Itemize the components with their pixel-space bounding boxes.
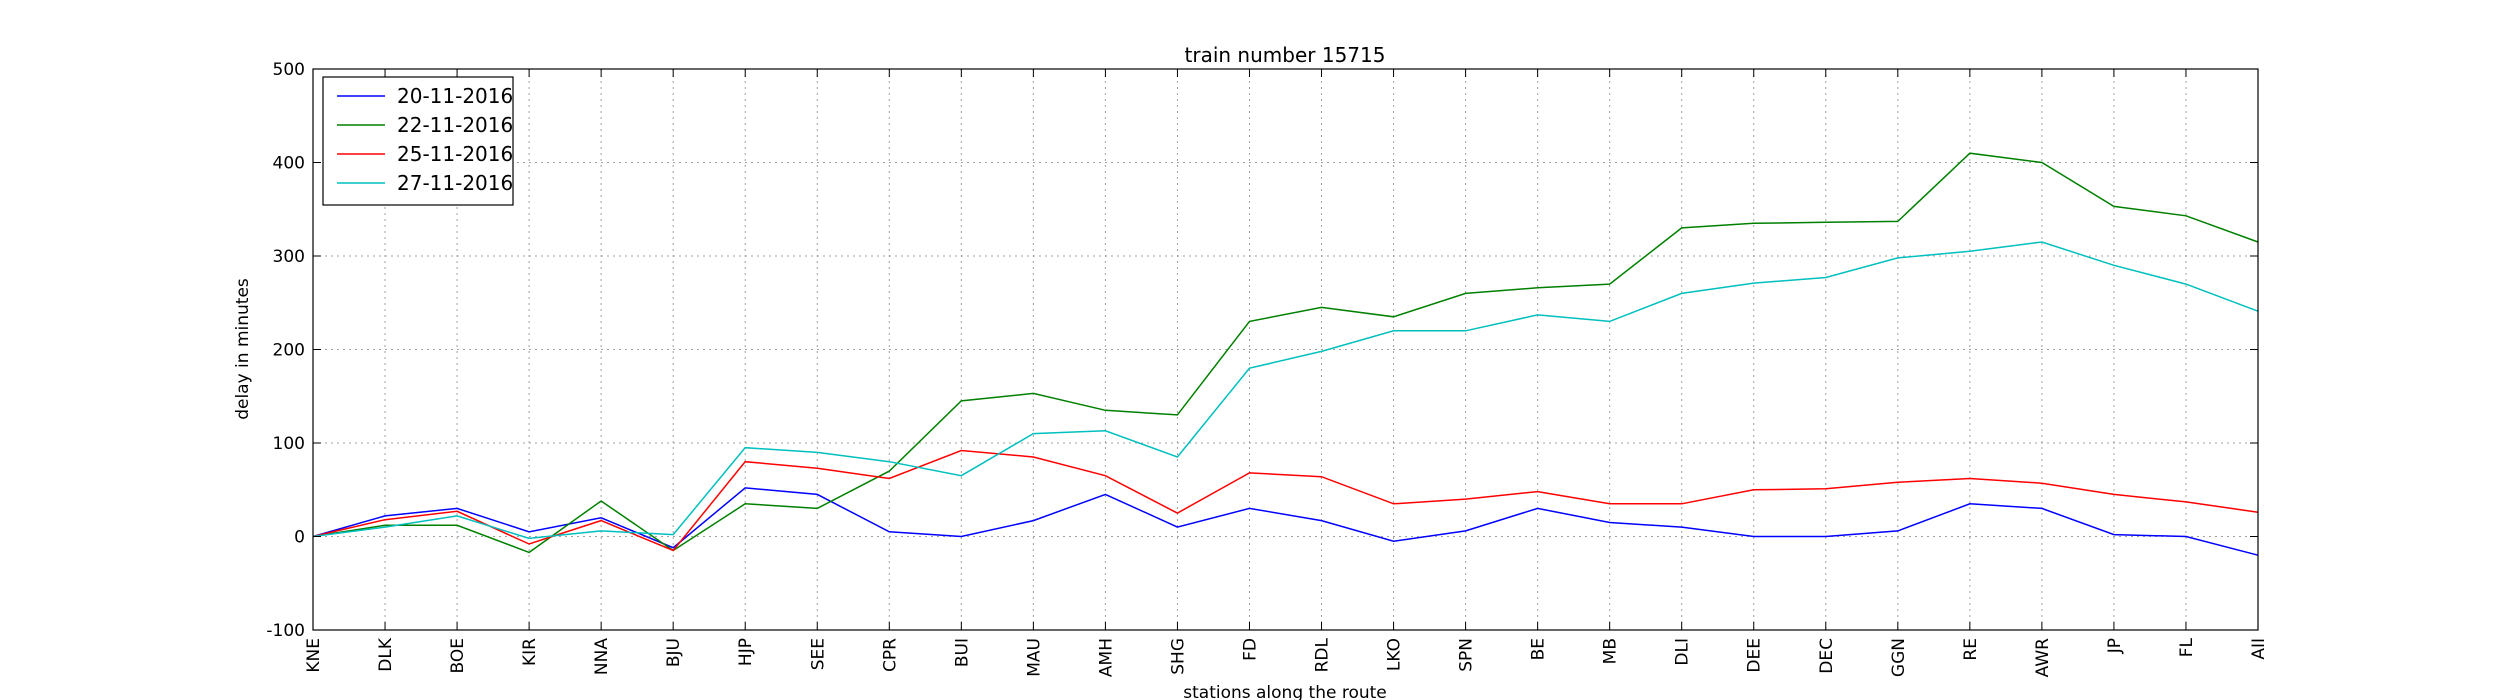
y-tick-label: 100 xyxy=(273,434,305,454)
x-tick-label: FL xyxy=(2177,637,2197,657)
x-axis-label: stations along the route xyxy=(1183,683,1387,700)
x-tick-label: SEE xyxy=(808,638,828,670)
y-tick-label: 400 xyxy=(273,154,305,174)
x-tick-label: DEE xyxy=(1745,638,1765,673)
y-axis-label: delay in minutes xyxy=(233,278,253,420)
series-lines xyxy=(312,152,2259,556)
legend-label: 22-11-2016 xyxy=(397,113,513,137)
x-tick-label: GGN xyxy=(1889,638,1909,677)
x-tick-label: SPN xyxy=(1457,638,1477,672)
y-axis: -100 0 100 200 300 400 500 xyxy=(266,60,2258,641)
legend-label: 25-11-2016 xyxy=(397,142,513,166)
x-tick-label: BJU xyxy=(664,638,684,667)
x-tick-label: MB xyxy=(1601,638,1621,664)
x-tick-label: MAU xyxy=(1024,638,1044,677)
x-tick-label: BOE xyxy=(448,638,468,674)
legend: 20-11-2016 22-11-2016 25-11-2016 27-11-2016 xyxy=(322,76,514,206)
x-tick-label: AMH xyxy=(1096,638,1116,677)
x-tick-label: DLK xyxy=(376,637,396,672)
chart-title: train number 15715 xyxy=(1185,43,1386,67)
x-tick-label: HJP xyxy=(736,638,756,666)
x-tick-label: CPR xyxy=(880,638,900,672)
x-tick-label: RDL xyxy=(1313,637,1333,672)
x-tick-label: KIR xyxy=(520,638,540,666)
series-line-25-11-2016 xyxy=(312,449,2259,552)
x-tick-label: FD xyxy=(1240,638,1260,661)
y-tick-label: -100 xyxy=(266,621,305,641)
y-tick-label: 200 xyxy=(273,341,305,361)
x-tick-label: JP xyxy=(2105,638,2125,654)
x-tick-label: AII xyxy=(2249,638,2269,660)
x-tick-label: DEC xyxy=(1817,638,1837,674)
x-tick-label: RE xyxy=(1961,638,1981,661)
x-tick-label: KNE xyxy=(304,638,324,673)
x-tick-label: LKO xyxy=(1385,638,1405,671)
x-tick-label: SHG xyxy=(1168,638,1188,675)
x-tick-label: AWR xyxy=(2033,638,2053,678)
y-tick-label: 0 xyxy=(294,528,305,548)
x-tick-label: BE xyxy=(1529,638,1549,660)
x-tick-label: BUI xyxy=(952,638,972,667)
series-line-22-11-2016 xyxy=(312,152,2259,554)
series-line-27-11-2016 xyxy=(312,241,2259,540)
y-tick-label: 300 xyxy=(273,247,305,267)
x-axis: KNE DLK BOE KIR NNA BJU HJP SEE CPR BUI MAU AMH SHG F… xyxy=(304,69,2269,677)
x-tick-label: NNA xyxy=(592,638,612,675)
x-tick-label: DLI xyxy=(1673,638,1693,666)
legend-label: 20-11-2016 xyxy=(397,84,513,108)
legend-label: 27-11-2016 xyxy=(397,171,513,195)
y-tick-label: 500 xyxy=(273,60,305,80)
